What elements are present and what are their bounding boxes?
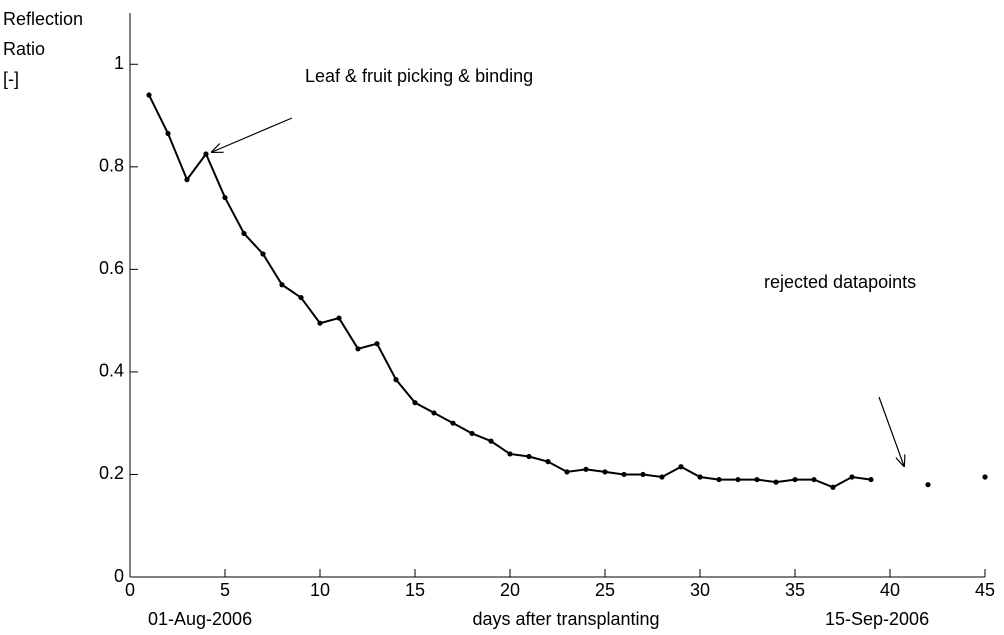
annotation: Leaf & fruit picking & binding bbox=[305, 66, 533, 86]
point bbox=[621, 471, 627, 478]
point bbox=[659, 474, 665, 480]
point bbox=[355, 346, 361, 352]
point bbox=[583, 466, 589, 472]
point bbox=[165, 130, 171, 137]
x-tick-label: 40 bbox=[880, 580, 900, 600]
y-tick-label: 0 bbox=[114, 566, 124, 586]
arrow bbox=[878, 396, 904, 466]
y-label: Ratio bbox=[3, 39, 45, 59]
point bbox=[336, 315, 342, 321]
point bbox=[260, 251, 266, 257]
x-tick-label: 20 bbox=[500, 580, 520, 600]
y-label: Reflection bbox=[3, 9, 83, 29]
point bbox=[545, 459, 551, 465]
point bbox=[602, 469, 608, 475]
x-label: days after transplanting bbox=[472, 609, 659, 629]
point bbox=[279, 282, 285, 288]
arrow bbox=[212, 117, 293, 152]
y-tick-label: 0.6 bbox=[99, 258, 124, 278]
x-tick-label: 0 bbox=[125, 580, 135, 600]
y-tick-label: 1 bbox=[114, 53, 124, 73]
y-tick-label: 0.8 bbox=[99, 156, 124, 176]
point bbox=[393, 377, 399, 383]
point bbox=[317, 320, 323, 326]
x-start-label: 01-Aug-2006 bbox=[148, 609, 252, 629]
annotation: rejected datapoints bbox=[764, 272, 916, 292]
point bbox=[830, 484, 836, 490]
point bbox=[222, 194, 228, 201]
point bbox=[925, 482, 931, 488]
point bbox=[773, 479, 779, 485]
x-tick-label: 30 bbox=[690, 580, 710, 600]
point bbox=[507, 451, 513, 457]
point bbox=[298, 294, 304, 301]
x-tick-label: 45 bbox=[975, 580, 995, 600]
x-tick-label: 15 bbox=[405, 580, 425, 600]
line bbox=[148, 94, 872, 489]
point bbox=[868, 476, 874, 483]
point bbox=[716, 476, 722, 483]
point bbox=[811, 476, 817, 483]
point bbox=[450, 420, 456, 426]
point bbox=[241, 230, 247, 237]
point bbox=[564, 469, 570, 475]
point bbox=[412, 400, 418, 406]
point bbox=[374, 341, 380, 347]
point bbox=[203, 151, 209, 157]
y-tick-label: 0.4 bbox=[99, 361, 124, 381]
point bbox=[792, 476, 798, 483]
point bbox=[849, 474, 855, 480]
x-end-label: 15-Sep-2006 bbox=[825, 609, 929, 629]
x-tick-label: 10 bbox=[310, 580, 330, 600]
x-tick-label: 5 bbox=[220, 580, 230, 600]
y-tick-label: 0.2 bbox=[99, 463, 124, 483]
point bbox=[488, 438, 494, 444]
point bbox=[526, 453, 532, 460]
x-tick-label: 35 bbox=[785, 580, 805, 600]
point bbox=[697, 474, 703, 480]
point bbox=[735, 476, 741, 483]
point bbox=[982, 474, 988, 480]
point bbox=[146, 92, 152, 98]
point bbox=[754, 476, 760, 483]
point bbox=[431, 410, 437, 416]
point bbox=[184, 177, 190, 183]
x-tick-label: 25 bbox=[595, 580, 615, 600]
point bbox=[640, 471, 646, 478]
y-label: [-] bbox=[3, 69, 19, 89]
point bbox=[678, 464, 684, 470]
point bbox=[469, 430, 475, 437]
